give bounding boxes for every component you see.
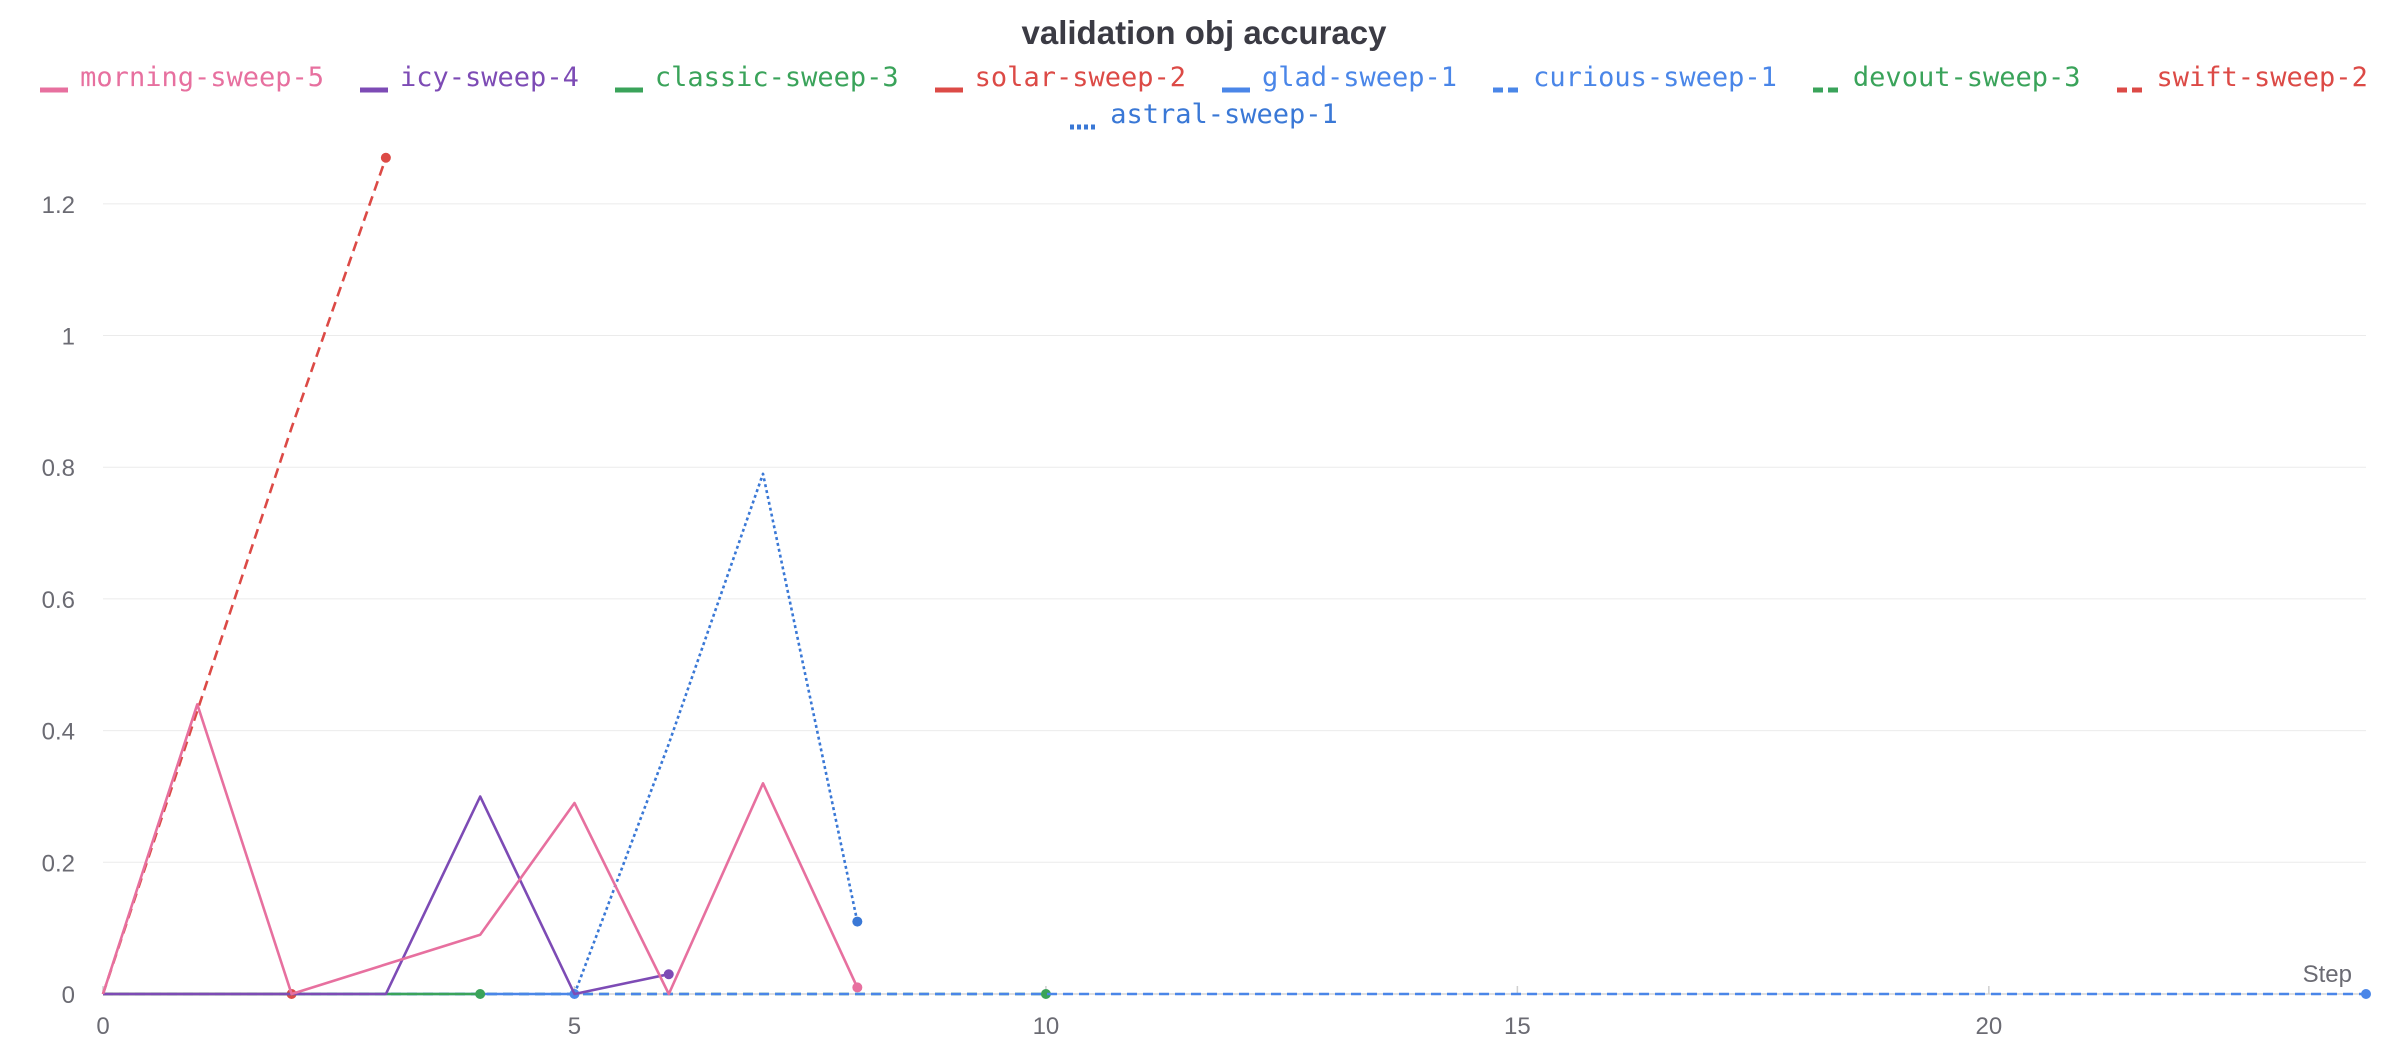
legend-swatch xyxy=(1493,72,1522,92)
series-line-morning-sweep-5[interactable] xyxy=(101,702,859,996)
series-endpoint-devout-sweep-3[interactable] xyxy=(1040,989,1051,999)
legend-swatch xyxy=(40,72,69,92)
legend-swatch xyxy=(1812,72,1841,92)
legend-swatch xyxy=(614,72,643,92)
legend-item[interactable]: morning-sweep-5 xyxy=(40,62,324,93)
x-axis-label: Step xyxy=(2303,961,2352,988)
legend-item[interactable]: solar-sweep-2 xyxy=(934,62,1186,93)
legend-item[interactable]: devout-sweep-3 xyxy=(1812,62,2081,93)
legend-swatch xyxy=(360,72,389,92)
x-tick-label: 20 xyxy=(1975,1013,2002,1040)
y-tick-label: 0.6 xyxy=(42,587,75,614)
series-endpoint-curious-sweep-1[interactable] xyxy=(2361,989,2371,999)
series-endpoint-swift-sweep-2[interactable] xyxy=(380,152,391,163)
legend-item[interactable]: classic-sweep-3 xyxy=(614,62,899,93)
legend-item[interactable]: astral-sweep-1 xyxy=(1070,99,1338,130)
legend-label: astral-sweep-1 xyxy=(1110,99,1338,130)
legend-label: curious-sweep-1 xyxy=(1533,62,1777,93)
legend: morning-sweep-5 icy-sweep-4 classic-sweep-… xyxy=(0,62,2408,130)
y-tick-label: 0.8 xyxy=(42,455,75,482)
legend-label: swift-sweep-2 xyxy=(2156,62,2368,93)
x-tick-label: 0 xyxy=(96,1013,109,1040)
legend-label: icy-sweep-4 xyxy=(400,62,579,93)
y-tick-label: 0.4 xyxy=(42,719,75,746)
legend-item[interactable]: curious-sweep-1 xyxy=(1493,62,1777,93)
legend-item[interactable]: icy-sweep-4 xyxy=(360,62,579,93)
x-tick-label: 10 xyxy=(1033,1013,1060,1040)
legend-label: solar-sweep-2 xyxy=(974,62,1186,93)
series-endpoint-morning-sweep-5[interactable] xyxy=(852,982,863,993)
x-tick-label: 15 xyxy=(1504,1013,1531,1040)
y-tick-label: 0.2 xyxy=(42,850,75,877)
legend-item[interactable]: glad-sweep-1 xyxy=(1222,62,1457,93)
legend-swatch xyxy=(1070,109,1099,129)
y-tick-label: 0 xyxy=(62,982,75,1009)
chart-title: validation obj accuracy xyxy=(1021,14,1387,51)
legend-swatch xyxy=(1222,72,1250,92)
legend-label: classic-sweep-3 xyxy=(654,62,899,93)
legend-swatch xyxy=(2116,72,2145,92)
legend-label: morning-sweep-5 xyxy=(80,62,325,93)
legend-label: devout-sweep-3 xyxy=(1852,62,2081,93)
y-tick-label: 1 xyxy=(62,324,75,351)
series-endpoint-icy-sweep-4[interactable] xyxy=(663,969,674,980)
x-tick-label: 5 xyxy=(568,1013,581,1040)
series-endpoint-astral-sweep-1[interactable] xyxy=(852,916,863,927)
legend-label: glad-sweep-1 xyxy=(1262,62,1458,93)
series-line-astral-sweep-1[interactable] xyxy=(573,472,859,995)
series-endpoint-classic-sweep-3[interactable] xyxy=(475,989,486,999)
legend-swatch xyxy=(934,72,963,92)
series-line-swift-sweep-2[interactable] xyxy=(101,157,388,995)
legend-item[interactable]: swift-sweep-2 xyxy=(2116,62,2368,93)
y-tick-label: 1.2 xyxy=(42,192,75,219)
